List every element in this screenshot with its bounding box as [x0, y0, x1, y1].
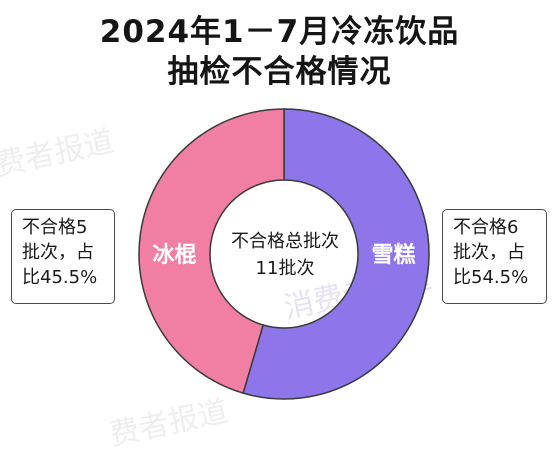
slices-group: [138, 108, 430, 400]
callout-xuegao-line-3: 比54.5%: [453, 267, 529, 288]
chart-title-line-2: 抽检不合格情况: [167, 54, 392, 90]
slice-bingun: [138, 108, 285, 395]
center-label-line-1: 不合格总批次: [231, 231, 339, 252]
callout-bingun-line-3: 比45.5%: [22, 267, 98, 288]
donut-chart: 雪糕 冰棍 不合格总批次 11批次: [138, 108, 430, 400]
callout-bingun-line-1: 不合格5: [22, 217, 88, 238]
slice-xuegao: [242, 108, 430, 400]
callout-bingun: 不合格5 批次，占 比45.5%: [11, 209, 115, 304]
callout-xuegao-line-2: 批次，占: [453, 242, 525, 263]
chart-title-line-1: 2024年1－7月冷冻饮品: [99, 14, 460, 50]
callout-xuegao: 不合格6 批次，占 比54.5%: [442, 209, 547, 304]
slice-labels-group: 雪糕 冰棍: [152, 242, 415, 268]
callout-bingun-line-2: 批次，占: [22, 242, 94, 263]
center-label-line-2: 11批次: [256, 258, 315, 279]
callout-xuegao-line-1: 不合格6: [453, 217, 519, 238]
slice-label-bingun: 冰棍: [152, 243, 196, 268]
slice-label-xuegao: 雪糕: [371, 242, 415, 268]
